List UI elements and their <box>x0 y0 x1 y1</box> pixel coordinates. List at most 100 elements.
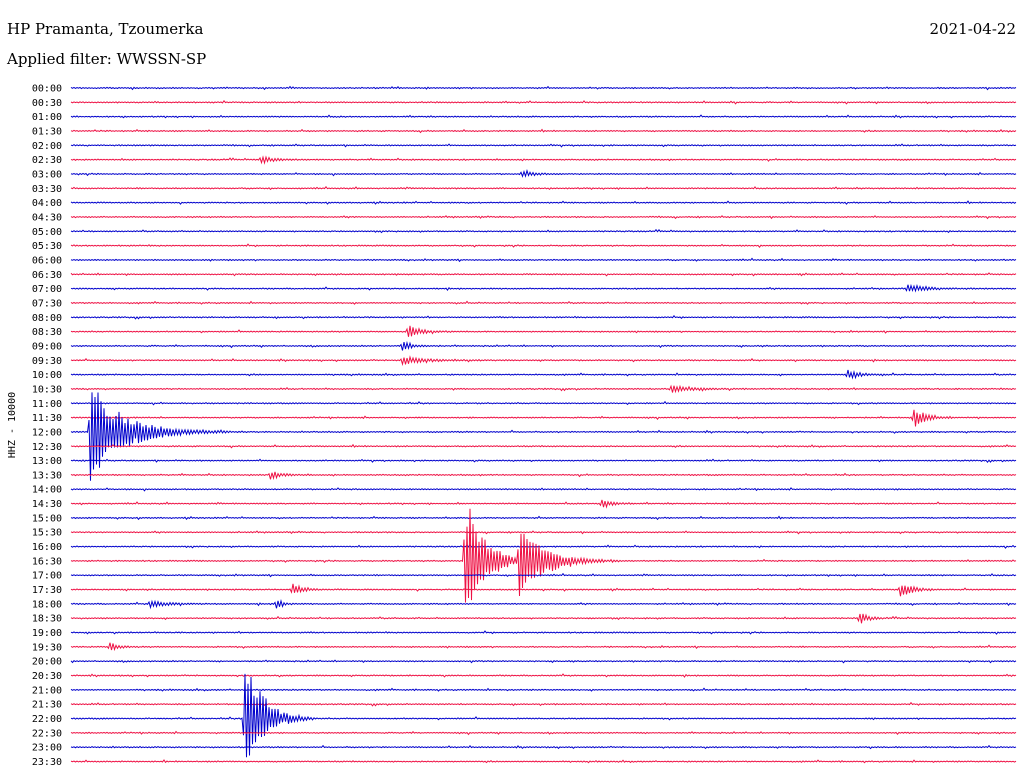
trace-row <box>70 642 1017 652</box>
trace-row <box>70 185 1017 191</box>
time-tick-label: 06:00 <box>32 255 62 266</box>
filter-label: Applied filter: WWSSN-SP <box>7 50 207 68</box>
trace-row <box>70 687 1017 692</box>
time-tick-label: 18:30 <box>32 614 62 625</box>
trace-row <box>70 272 1017 277</box>
time-tick-label: 12:00 <box>32 427 62 438</box>
time-tick-label: 23:00 <box>32 743 62 754</box>
trace-row <box>70 215 1017 220</box>
trace-row <box>70 243 1017 249</box>
time-tick-label: 03:30 <box>32 184 62 195</box>
trace-row <box>70 314 1017 320</box>
trace-row <box>70 458 1017 463</box>
trace-row <box>70 659 1017 664</box>
time-tick-label: 19:30 <box>32 642 62 653</box>
trace-row <box>70 168 1017 178</box>
time-tick-label: 03:00 <box>32 169 62 180</box>
time-tick-label: 00:30 <box>32 98 62 109</box>
time-tick-label: 02:00 <box>32 141 62 152</box>
time-tick-label: 20:30 <box>32 671 62 682</box>
time-tick-label: 14:30 <box>32 499 62 510</box>
date-label: 2021-04-22 <box>929 20 1016 38</box>
trace-row <box>70 487 1017 492</box>
trace-row <box>70 613 1017 624</box>
station-title: HP Pramanta, Tzoumerka <box>7 20 204 38</box>
time-tick-label: 14:00 <box>32 485 62 496</box>
trace-row <box>70 155 1017 165</box>
time-tick-label: 04:00 <box>32 198 62 209</box>
trace-row <box>70 630 1017 635</box>
trace-row <box>70 572 1017 578</box>
time-tick-label: 07:00 <box>32 284 62 295</box>
time-tick-label: 15:00 <box>32 513 62 524</box>
trace-row <box>70 583 1017 597</box>
time-tick-label: 01:30 <box>32 126 62 137</box>
trace-row <box>70 701 1017 707</box>
time-tick-label: 05:30 <box>32 241 62 252</box>
time-tick-label: 22:30 <box>32 728 62 739</box>
trace-group <box>70 85 1017 764</box>
time-tick-label: 06:30 <box>32 270 62 281</box>
trace-row <box>70 340 1017 351</box>
trace-row <box>70 544 1017 549</box>
time-tick-label: 07:30 <box>32 298 62 309</box>
trace-row <box>70 355 1017 367</box>
time-tick-label: 08:00 <box>32 313 62 324</box>
trace-row <box>70 673 1017 678</box>
trace-row <box>70 443 1017 449</box>
trace-row <box>70 283 1017 293</box>
time-tick-label: 10:30 <box>32 384 62 395</box>
time-tick-label: 04:30 <box>32 212 62 223</box>
time-tick-label: 12:30 <box>32 442 62 453</box>
trace-row <box>70 384 1017 394</box>
trace-row <box>70 673 1017 758</box>
channel-label: HHZ - 10000 <box>7 392 18 458</box>
trace-row <box>70 128 1017 134</box>
time-tick-label: 22:00 <box>32 714 62 725</box>
time-tick-label: 17:30 <box>32 585 62 596</box>
time-tick-group: 00:00 00:30 01:00 01:30 02:00 02:30 03:00 03:30… <box>32 84 62 769</box>
trace-row <box>70 143 1017 148</box>
trace-row <box>70 200 1017 205</box>
trace-row <box>70 85 1017 91</box>
trace-row <box>70 744 1017 750</box>
time-tick-label: 09:30 <box>32 356 62 367</box>
time-tick-label: 19:00 <box>32 628 62 639</box>
trace-row <box>70 759 1017 764</box>
trace-row <box>70 369 1017 380</box>
trace-row <box>70 515 1017 521</box>
time-tick-label: 18:00 <box>32 599 62 610</box>
time-tick-label: 10:00 <box>32 370 62 381</box>
trace-row <box>70 598 1017 610</box>
time-tick-label: 15:30 <box>32 528 62 539</box>
trace-row <box>70 325 1017 337</box>
trace-row <box>70 257 1017 263</box>
time-tick-label: 05:00 <box>32 227 62 238</box>
trace-row <box>70 392 1017 481</box>
time-tick-label: 01:00 <box>32 112 62 123</box>
trace-row <box>70 400 1017 406</box>
trace-row <box>70 100 1017 105</box>
trace-row <box>70 409 1017 427</box>
trace-row <box>70 228 1017 234</box>
time-tick-label: 09:00 <box>32 341 62 352</box>
trace-row <box>70 499 1017 509</box>
time-tick-label: 23:30 <box>32 757 62 768</box>
time-tick-label: 13:00 <box>32 456 62 467</box>
time-tick-label: 16:00 <box>32 542 62 553</box>
time-tick-label: 17:00 <box>32 571 62 582</box>
time-tick-label: 16:30 <box>32 556 62 567</box>
trace-row <box>70 300 1017 305</box>
time-tick-label: 21:30 <box>32 700 62 711</box>
time-tick-label: 21:00 <box>32 685 62 696</box>
time-tick-label: 02:30 <box>32 155 62 166</box>
time-tick-label: 11:30 <box>32 413 62 424</box>
trace-row <box>70 508 1017 603</box>
trace-row <box>70 730 1017 736</box>
time-tick-label: 20:00 <box>32 657 62 668</box>
time-tick-label: 00:00 <box>32 84 62 95</box>
trace-row <box>70 114 1017 119</box>
time-tick-label: 13:30 <box>32 470 62 481</box>
time-tick-label: 08:30 <box>32 327 62 338</box>
